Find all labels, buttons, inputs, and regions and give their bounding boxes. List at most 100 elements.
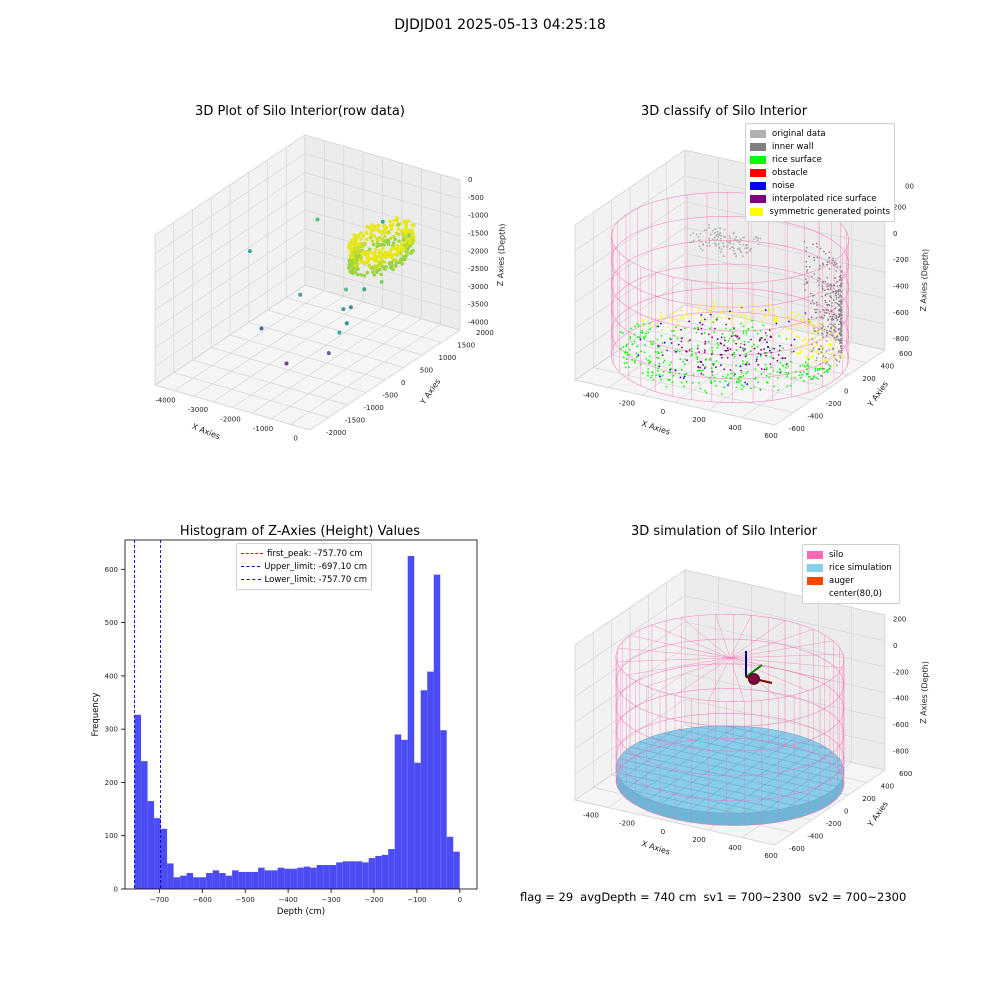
classified-point	[716, 342, 719, 344]
classified-point	[636, 345, 639, 348]
wall-point	[834, 261, 836, 264]
data-point	[373, 248, 378, 252]
wall-point	[804, 313, 807, 315]
x-tick-label: -200	[619, 820, 635, 828]
wall-point	[833, 326, 836, 328]
wall-point	[827, 304, 830, 306]
classified-point	[753, 347, 756, 350]
wall-point	[840, 313, 843, 316]
classified-point	[768, 309, 770, 312]
classified-point	[712, 321, 715, 324]
classified-point	[697, 308, 700, 310]
sv2-text: sv2 = 700~2300	[808, 890, 907, 904]
original-point	[719, 238, 722, 240]
classified-point	[788, 320, 790, 323]
legend-swatch	[750, 142, 766, 151]
classified-point	[720, 336, 723, 339]
classified-point	[764, 309, 767, 311]
classified-point	[727, 349, 729, 352]
data-point	[369, 232, 374, 236]
original-point	[735, 239, 738, 242]
classified-point	[667, 326, 670, 329]
wall-point	[834, 327, 837, 329]
data-point	[394, 264, 398, 268]
wall-point	[839, 314, 841, 317]
classified-point	[661, 328, 663, 331]
wall-point	[840, 327, 842, 329]
classified-point	[729, 307, 731, 309]
classified-point	[819, 322, 822, 325]
wall-point	[826, 277, 828, 279]
classified-point	[737, 377, 739, 380]
original-point	[757, 243, 760, 245]
histogram-bar	[199, 877, 207, 889]
classified-point	[735, 386, 738, 389]
data-point	[395, 218, 399, 223]
classified-point	[773, 318, 776, 321]
classified-point	[699, 387, 702, 390]
classified-point	[738, 381, 740, 383]
classified-point	[791, 311, 794, 314]
wall-point	[829, 295, 831, 297]
classified-point	[777, 315, 780, 318]
rice-mesh	[649, 737, 842, 781]
classified-point	[705, 392, 708, 394]
data-point	[388, 219, 392, 224]
classified-point	[766, 346, 769, 348]
grid-line	[774, 769, 886, 846]
classified-point	[697, 310, 700, 313]
classified-point	[642, 323, 645, 326]
data-point	[315, 217, 320, 222]
wall-point	[835, 316, 837, 318]
wall-point	[828, 268, 831, 270]
classified-point	[704, 340, 707, 343]
y-axis-label: Y Axies	[865, 800, 890, 830]
classified-point	[639, 338, 642, 341]
wall-point	[835, 315, 837, 317]
histogram-bar	[316, 865, 324, 889]
classified-point	[622, 332, 624, 335]
legend-item: noise	[750, 179, 890, 192]
data-point	[364, 237, 369, 242]
wall-point	[840, 308, 843, 310]
status-footer: flag = 29 avgDepth = 740 cm sv1 = 700~2300…	[520, 890, 913, 904]
data-point	[356, 233, 361, 238]
classified-point	[729, 376, 732, 379]
wall-point	[825, 301, 827, 304]
classified-point	[806, 368, 808, 371]
classified-point	[764, 338, 766, 341]
wall-point	[820, 345, 822, 347]
classified-point	[681, 315, 684, 318]
wall-point	[837, 316, 839, 319]
classified-point	[658, 373, 661, 376]
classified-point	[650, 343, 653, 345]
wall-point	[813, 330, 816, 332]
rice-mesh	[629, 746, 831, 793]
wall-point	[829, 323, 831, 325]
classified-point	[776, 359, 779, 362]
classified-point	[641, 329, 644, 332]
wall-point	[840, 349, 843, 352]
classified-point	[803, 380, 805, 382]
classified-point	[823, 359, 826, 361]
wall-point	[831, 316, 834, 318]
histogram-bar	[368, 858, 376, 889]
classified-point	[733, 374, 736, 377]
legend-label: center(80,0)	[829, 588, 882, 599]
wall-point	[828, 349, 830, 351]
classified-point	[830, 348, 832, 350]
classified-point	[757, 352, 760, 355]
legend-item: auger	[807, 574, 895, 587]
original-point	[719, 250, 722, 253]
classified-point	[650, 376, 652, 379]
original-point	[714, 239, 717, 241]
wall-point	[838, 329, 840, 331]
original-point	[723, 235, 725, 238]
classified-point	[764, 363, 767, 366]
wall-point	[810, 292, 812, 295]
original-point	[711, 238, 714, 240]
data-point	[349, 269, 354, 273]
legend-swatch	[750, 129, 766, 138]
x-axis-label: X Axies	[640, 419, 671, 437]
original-point	[723, 228, 726, 231]
